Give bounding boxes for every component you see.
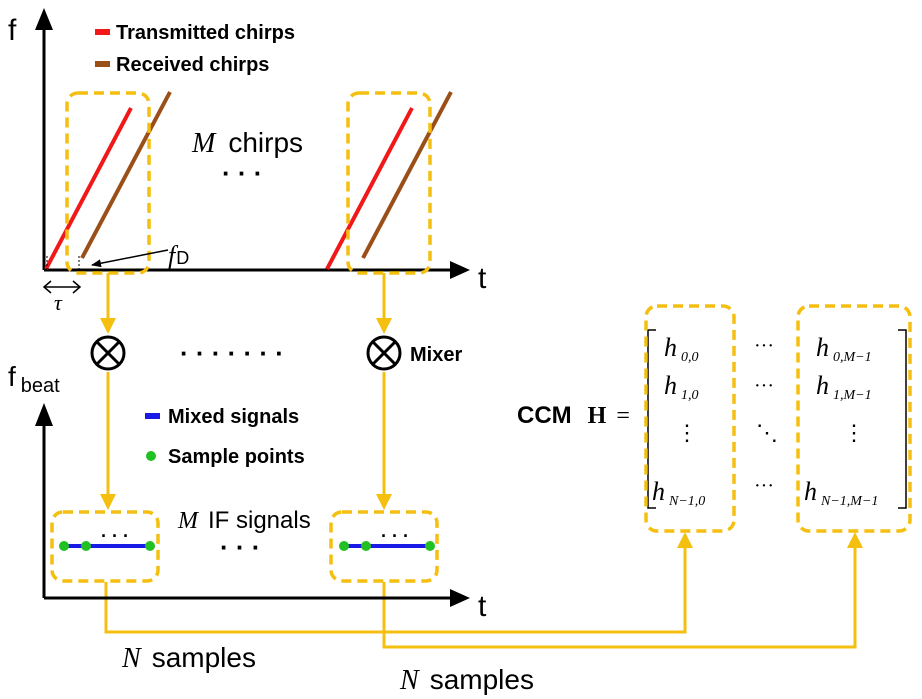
bottom-x-axis-label: t xyxy=(478,590,487,623)
fd-pointer xyxy=(91,249,169,268)
sample-point xyxy=(425,541,435,551)
matrix-right-bracket xyxy=(898,329,907,509)
received-chirp-1 xyxy=(80,91,172,259)
legend-sample-marker xyxy=(146,451,156,461)
bottom-plot: f beat t Mixed signals Sample points · ·… xyxy=(8,361,487,623)
ccm-column-box-0 xyxy=(644,304,736,533)
ccm-hdots: ··· xyxy=(754,475,774,497)
ccm-vdots: ⋮ xyxy=(676,420,698,445)
if-segment-dots-1: · · · xyxy=(101,526,129,546)
flow-if1-to-ccm-col0 xyxy=(104,546,687,634)
legend-transmitted-swatch xyxy=(95,29,110,35)
matrix-left-bracket xyxy=(647,329,656,509)
mixer-row: · · · · · · · Mixer xyxy=(90,335,462,371)
ccm-entry: h 0,0 xyxy=(664,333,699,365)
ccm-entry: h 0,M−1 xyxy=(816,333,872,365)
tau-label: τ xyxy=(54,290,63,315)
ccm-entry: h N−1,M−1 xyxy=(804,477,878,509)
if-ellipsis: · · · xyxy=(220,532,260,562)
ccm-entry: h 1,M−1 xyxy=(816,371,872,403)
transmitted-chirp-m xyxy=(325,107,414,270)
if-highlight-box-1 xyxy=(50,510,160,583)
flow-ifm-to-ccm-colm xyxy=(382,546,857,649)
sample-point xyxy=(361,541,371,551)
tau-arrow-right-head xyxy=(72,280,82,294)
mixer-label: Mixer xyxy=(410,344,462,366)
ccm-vdots: ⋮ xyxy=(843,420,865,445)
tau-arrow-left-head xyxy=(42,280,52,294)
m-chirps-label: M chirps xyxy=(191,127,303,159)
top-y-arrowhead xyxy=(35,8,53,30)
flow-arrowhead-if1 xyxy=(100,494,116,510)
bottom-x-arrowhead xyxy=(450,589,470,607)
legend-mixed-swatch xyxy=(145,413,160,419)
bottom-y-arrowhead xyxy=(35,403,53,426)
ccm-entry: h 1,0 xyxy=(664,371,699,403)
m-if-signals-label: M IF signals xyxy=(177,507,311,534)
chirp-highlight-box-1 xyxy=(65,91,151,275)
transmitted-chirp-1 xyxy=(44,107,133,270)
legend-sample-label: Sample points xyxy=(168,446,305,468)
legend-mixed-label: Mixed signals xyxy=(168,406,299,428)
ccm-matrix: CCM H = h 0,0 h 1,0 ⋮ h N−1,0 ··· ··· ⋱ … xyxy=(517,304,912,533)
flow-arrowhead-mixerm xyxy=(376,318,392,334)
sample-point xyxy=(145,541,155,551)
sample-point xyxy=(339,541,349,551)
chirps-ellipsis: · · · xyxy=(222,158,262,188)
ccm-hdots: ··· xyxy=(754,375,774,397)
flow-arrowhead-ifm xyxy=(376,494,392,510)
if-highlight-box-m xyxy=(329,510,439,583)
sample-point xyxy=(81,541,91,551)
signal-flow xyxy=(100,273,863,649)
flow-arrowhead-ccm-col0 xyxy=(677,532,693,548)
ccm-hdots: ··· xyxy=(754,335,774,357)
legend-transmitted-label: Transmitted chirps xyxy=(116,22,295,44)
n-samples-label-2: N samples xyxy=(399,664,534,696)
ccm-label: CCM H = xyxy=(517,402,630,429)
top-plot: f t Transmitted chirps Received chirps M… xyxy=(8,8,487,315)
top-y-axis-label: f xyxy=(8,14,17,47)
fd-label: f D xyxy=(168,241,189,270)
chirp-highlight-box-m xyxy=(346,91,432,275)
top-x-arrowhead xyxy=(450,261,470,279)
ccm-entry: h N−1,0 xyxy=(652,477,705,509)
legend-received-swatch xyxy=(95,61,110,67)
bottom-y-axis-label: f beat xyxy=(8,361,60,397)
if-segment-dots-m: · · · xyxy=(381,526,409,546)
flow-arrowhead-mixer1 xyxy=(100,318,116,334)
ccm-column-box-last xyxy=(796,304,912,533)
legend-received-label: Received chirps xyxy=(116,54,269,76)
ccm-ddots: ⋱ xyxy=(756,420,778,445)
n-samples-label-1: N samples xyxy=(121,642,256,674)
received-chirp-m xyxy=(361,91,453,259)
mixer-dots: · · · · · · · xyxy=(180,338,284,368)
sample-point xyxy=(59,541,69,551)
mixer-m xyxy=(366,335,402,371)
flow-arrowhead-ccm-colm xyxy=(847,532,863,548)
mixer-1 xyxy=(90,335,126,371)
top-x-axis-label: t xyxy=(478,262,487,295)
